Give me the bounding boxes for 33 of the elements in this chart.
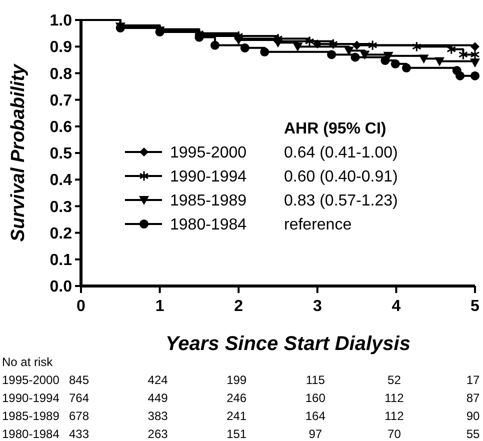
annotation: reference bbox=[284, 216, 352, 234]
x-tick-label: 4 bbox=[392, 298, 401, 315]
y-tick-label: 0.5 bbox=[50, 146, 72, 163]
legend-label: 1995-2000 bbox=[170, 144, 247, 162]
x-axis-title: Years Since Start Dialysis bbox=[166, 333, 410, 355]
text: 1990-1994 764 449 246 160 112 87 bbox=[2, 391, 480, 406]
legend-label: 1985-1989 bbox=[170, 192, 247, 210]
text: No at risk bbox=[2, 355, 54, 370]
annotation: 0.60 (0.40-0.91) bbox=[284, 168, 398, 186]
x-tick-label: 5 bbox=[470, 298, 480, 315]
y-axis-title: Survival Probability bbox=[8, 62, 29, 242]
y-tick-label: 0.7 bbox=[50, 92, 72, 110]
y-tick-label: 0.0 bbox=[50, 278, 72, 296]
y-tick-label: 0.9 bbox=[50, 39, 72, 56]
legend-label: 1990-1994 bbox=[170, 168, 247, 186]
x-tick-label: 1 bbox=[155, 298, 164, 315]
y-tick-label: 0.2 bbox=[50, 225, 72, 242]
y-tick-label: 1.0 bbox=[50, 12, 72, 30]
y-tick-label: 0.3 bbox=[50, 198, 72, 216]
y-tick-label: 0.6 bbox=[50, 119, 72, 136]
x-tick-label: 0 bbox=[76, 298, 86, 315]
text: 1995-2000 845 424 199 115 52 17 bbox=[2, 373, 480, 388]
legend-title: AHR (95% CI) bbox=[284, 120, 386, 138]
annotation: 0.83 (0.57-1.23) bbox=[284, 192, 398, 210]
y-tick-label: 0.4 bbox=[50, 172, 72, 190]
annotation: 0.64 (0.41-1.00) bbox=[284, 144, 398, 162]
y-tick-label: 0.8 bbox=[50, 66, 72, 83]
y-tick-label: 0.1 bbox=[50, 252, 72, 269]
text: 1980-1984 433 263 151 97 70 55 bbox=[2, 427, 480, 441]
legend-label: 1980-1984 bbox=[170, 216, 247, 234]
x-tick-label: 2 bbox=[234, 298, 244, 315]
text: 1985-1989 678 383 241 164 112 90 bbox=[2, 409, 480, 424]
x-tick-label: 3 bbox=[312, 298, 322, 315]
